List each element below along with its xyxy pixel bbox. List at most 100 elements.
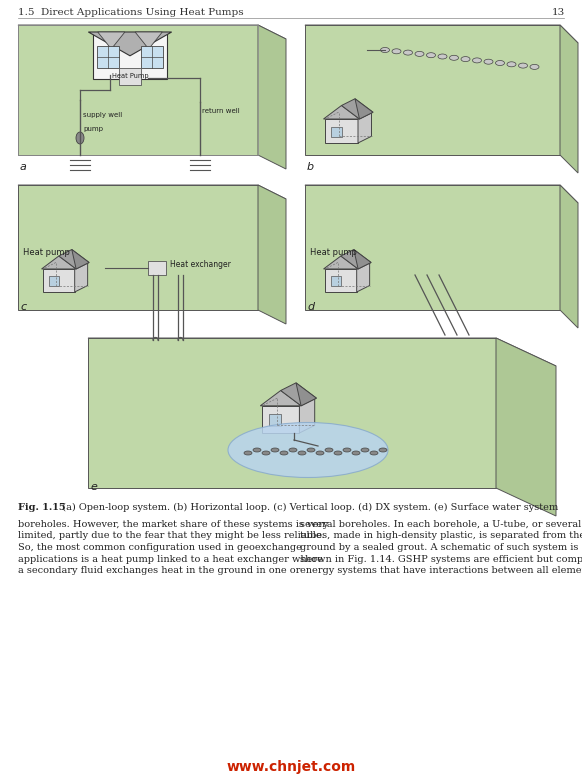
Polygon shape <box>496 338 556 516</box>
Text: tubes, made in high-density plastic, is separated from the: tubes, made in high-density plastic, is … <box>300 532 582 540</box>
Ellipse shape <box>519 63 527 68</box>
Ellipse shape <box>484 59 493 64</box>
Polygon shape <box>342 98 373 119</box>
Text: return well: return well <box>202 108 240 114</box>
Ellipse shape <box>262 451 270 455</box>
Polygon shape <box>331 127 342 137</box>
Polygon shape <box>88 338 556 366</box>
Polygon shape <box>74 262 88 292</box>
Text: ground by a sealed grout. A schematic of such system is: ground by a sealed grout. A schematic of… <box>300 543 579 552</box>
Polygon shape <box>88 32 172 55</box>
Ellipse shape <box>76 132 84 144</box>
Text: limited, partly due to the fear that they might be less reliable.: limited, partly due to the fear that the… <box>18 532 325 540</box>
Polygon shape <box>18 185 286 199</box>
Polygon shape <box>41 256 76 269</box>
Text: Heat exchanger: Heat exchanger <box>170 260 231 269</box>
Text: Heat pump: Heat pump <box>23 248 70 257</box>
Ellipse shape <box>381 48 389 52</box>
Polygon shape <box>88 338 496 488</box>
Text: a: a <box>20 162 27 172</box>
Text: applications is a heat pump linked to a heat exchanger where: applications is a heat pump linked to a … <box>18 555 323 564</box>
Ellipse shape <box>271 448 279 452</box>
Text: boreholes. However, the market share of these systems is very: boreholes. However, the market share of … <box>18 520 328 529</box>
Text: Fig. 1.15: Fig. 1.15 <box>18 503 66 512</box>
Text: pump: pump <box>83 126 103 132</box>
Polygon shape <box>325 119 358 143</box>
Polygon shape <box>49 276 59 287</box>
Text: Heat pump: Heat pump <box>310 248 357 257</box>
Polygon shape <box>305 185 578 203</box>
Polygon shape <box>72 249 89 269</box>
Ellipse shape <box>438 54 447 59</box>
Ellipse shape <box>530 64 539 70</box>
Polygon shape <box>119 68 141 84</box>
Ellipse shape <box>507 62 516 67</box>
Ellipse shape <box>370 451 378 455</box>
Text: Heat Pump: Heat Pump <box>112 73 148 79</box>
Ellipse shape <box>449 55 459 60</box>
Polygon shape <box>135 32 162 49</box>
Text: d: d <box>307 302 314 312</box>
Ellipse shape <box>461 56 470 62</box>
Polygon shape <box>299 398 315 433</box>
Ellipse shape <box>473 58 481 63</box>
Ellipse shape <box>403 50 413 55</box>
Polygon shape <box>324 105 360 119</box>
Polygon shape <box>97 45 119 68</box>
Polygon shape <box>358 112 371 143</box>
Ellipse shape <box>228 423 388 477</box>
Polygon shape <box>324 256 358 269</box>
Polygon shape <box>262 406 299 433</box>
Ellipse shape <box>298 451 306 455</box>
Polygon shape <box>354 249 371 269</box>
Ellipse shape <box>253 448 261 452</box>
Text: 13: 13 <box>552 8 565 17</box>
Polygon shape <box>560 25 578 173</box>
Ellipse shape <box>495 60 505 66</box>
Polygon shape <box>296 383 317 406</box>
Ellipse shape <box>307 448 315 452</box>
Polygon shape <box>325 269 357 292</box>
Polygon shape <box>341 249 371 269</box>
Text: energy systems that have interactions between all elements: energy systems that have interactions be… <box>300 566 582 575</box>
Ellipse shape <box>361 448 369 452</box>
FancyBboxPatch shape <box>148 261 166 275</box>
Text: www.chnjet.com: www.chnjet.com <box>226 760 356 774</box>
Text: a secondary fluid exchanges heat in the ground in one or: a secondary fluid exchanges heat in the … <box>18 566 300 575</box>
Polygon shape <box>258 25 286 169</box>
Ellipse shape <box>334 451 342 455</box>
Ellipse shape <box>415 52 424 56</box>
Polygon shape <box>260 390 301 406</box>
Text: e: e <box>90 482 97 492</box>
Ellipse shape <box>427 52 435 58</box>
Ellipse shape <box>352 451 360 455</box>
Text: (a) Open-loop system. (b) Horizontal loop. (c) Vertical loop. (d) DX system. (e): (a) Open-loop system. (b) Horizontal loo… <box>56 503 558 512</box>
Ellipse shape <box>325 448 333 452</box>
Polygon shape <box>18 25 286 39</box>
Polygon shape <box>305 25 560 155</box>
Polygon shape <box>141 45 163 68</box>
Ellipse shape <box>244 451 252 455</box>
Text: So, the most common configuration used in geoexchange: So, the most common configuration used i… <box>18 543 302 552</box>
Polygon shape <box>305 25 578 43</box>
Polygon shape <box>560 185 578 328</box>
Polygon shape <box>18 185 258 310</box>
Polygon shape <box>18 25 258 155</box>
Polygon shape <box>331 276 341 287</box>
Text: shown in Fig. 1.14. GSHP systems are efficient but complex: shown in Fig. 1.14. GSHP systems are eff… <box>300 555 582 564</box>
Polygon shape <box>59 249 89 269</box>
Polygon shape <box>355 98 373 119</box>
Polygon shape <box>43 269 74 292</box>
Polygon shape <box>281 383 317 406</box>
Ellipse shape <box>392 48 401 54</box>
Ellipse shape <box>343 448 351 452</box>
Polygon shape <box>305 185 560 310</box>
Ellipse shape <box>280 451 288 455</box>
Ellipse shape <box>316 451 324 455</box>
Polygon shape <box>93 32 168 79</box>
Text: several boreholes. In each borehole, a U-tube, or several U-: several boreholes. In each borehole, a U… <box>300 520 582 529</box>
Text: 1.5  Direct Applications Using Heat Pumps: 1.5 Direct Applications Using Heat Pumps <box>18 8 244 17</box>
Ellipse shape <box>379 448 387 452</box>
Text: supply well: supply well <box>83 112 122 118</box>
Polygon shape <box>98 32 125 49</box>
